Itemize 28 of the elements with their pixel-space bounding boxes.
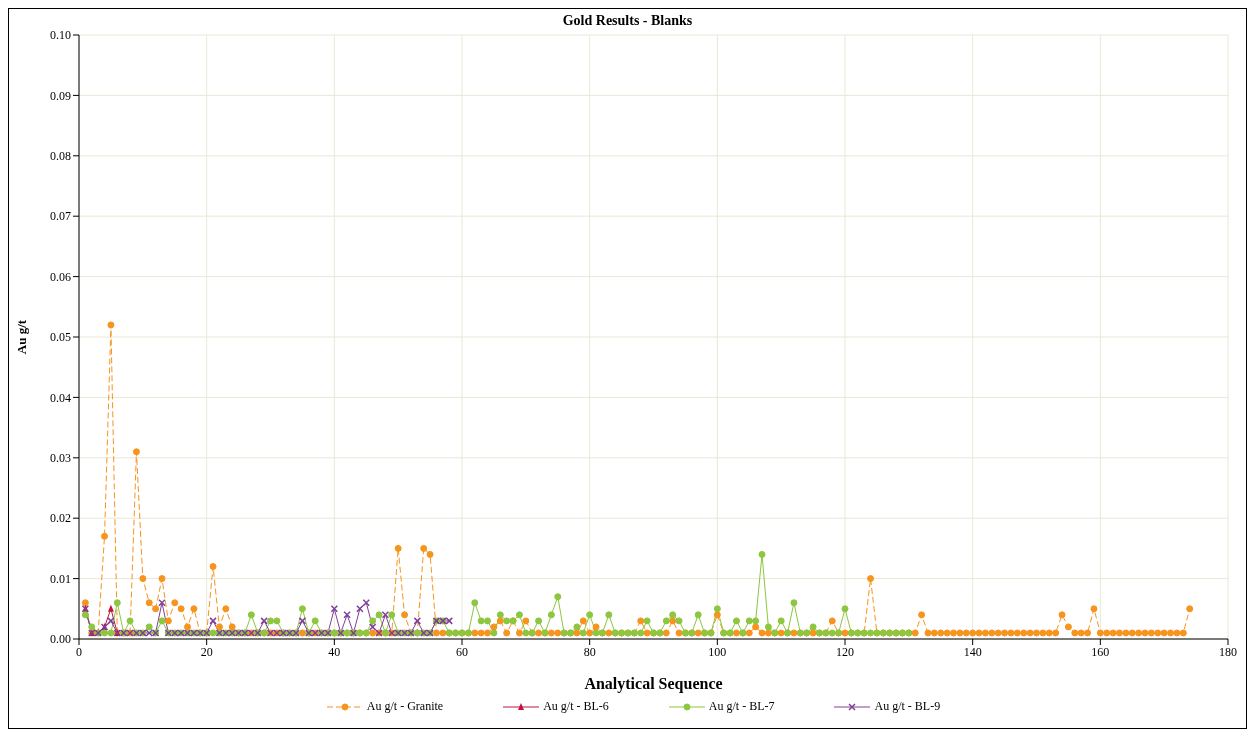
x-tick-label: 20 xyxy=(200,644,213,659)
legend-label: Au g/t - BL-6 xyxy=(543,699,609,714)
x-tick-label: 60 xyxy=(456,644,468,659)
x-tick-label: 80 xyxy=(583,644,596,659)
y-tick-label: 0.01 xyxy=(50,571,71,586)
y-axis-title: Au g/t xyxy=(13,319,29,355)
legend-label: Au g/t - Granite xyxy=(366,699,444,714)
y-tick-label: 0.05 xyxy=(50,330,71,345)
y-tick-label: 0.10 xyxy=(50,28,71,43)
x-tick-label: 140 xyxy=(963,644,982,659)
x-tick-label: 160 xyxy=(1091,644,1110,659)
y-tick-label: 0.02 xyxy=(50,511,71,526)
chart-title: Gold Results - Blanks xyxy=(561,13,694,29)
x-tick-label: 180 xyxy=(1219,644,1237,659)
y-tick-label: 0.07 xyxy=(50,209,71,224)
legend-label: Au g/t - BL-9 xyxy=(874,699,941,714)
x-tick-label: 0 xyxy=(76,644,82,659)
y-tick-label: 0.04 xyxy=(50,390,71,405)
y-tick-label: 0.06 xyxy=(50,269,71,284)
y-tick-label: 0.03 xyxy=(50,451,71,466)
x-tick-label: 120 xyxy=(836,644,854,659)
y-tick-label: 0.00 xyxy=(50,632,71,647)
x-axis-title: Analytical Sequence xyxy=(584,675,723,693)
x-tick-label: 40 xyxy=(328,644,341,659)
legend-label: Au g/t - BL-7 xyxy=(708,699,775,714)
x-tick-label: 100 xyxy=(708,644,727,659)
y-tick-label: 0.08 xyxy=(50,149,71,164)
y-tick-label: 0.09 xyxy=(50,88,71,103)
